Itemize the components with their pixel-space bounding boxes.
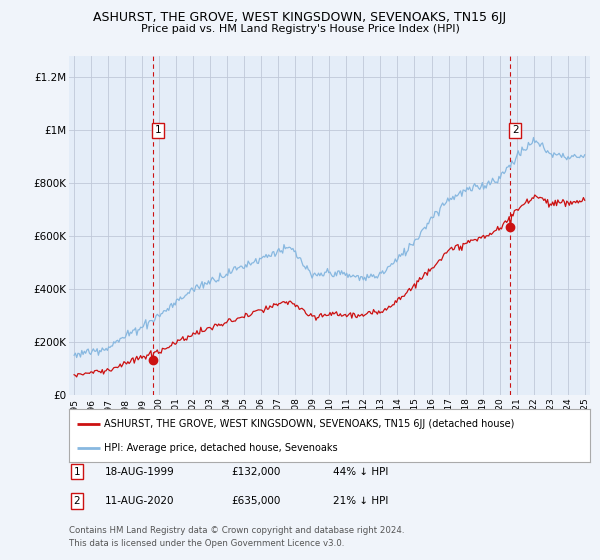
Text: 2: 2 (73, 496, 80, 506)
Text: 1: 1 (154, 125, 161, 135)
Text: 1: 1 (73, 466, 80, 477)
Text: Price paid vs. HM Land Registry's House Price Index (HPI): Price paid vs. HM Land Registry's House … (140, 24, 460, 34)
Text: 21% ↓ HPI: 21% ↓ HPI (333, 496, 388, 506)
Text: HPI: Average price, detached house, Sevenoaks: HPI: Average price, detached house, Seve… (104, 443, 338, 453)
Text: £132,000: £132,000 (231, 466, 280, 477)
Text: Contains HM Land Registry data © Crown copyright and database right 2024.: Contains HM Land Registry data © Crown c… (69, 526, 404, 535)
Text: 11-AUG-2020: 11-AUG-2020 (105, 496, 175, 506)
Text: 18-AUG-1999: 18-AUG-1999 (105, 466, 175, 477)
Text: ASHURST, THE GROVE, WEST KINGSDOWN, SEVENOAKS, TN15 6JJ (detached house): ASHURST, THE GROVE, WEST KINGSDOWN, SEVE… (104, 419, 515, 429)
Text: 44% ↓ HPI: 44% ↓ HPI (333, 466, 388, 477)
Text: 2: 2 (512, 125, 518, 135)
Text: ASHURST, THE GROVE, WEST KINGSDOWN, SEVENOAKS, TN15 6JJ: ASHURST, THE GROVE, WEST KINGSDOWN, SEVE… (94, 11, 506, 24)
Text: This data is licensed under the Open Government Licence v3.0.: This data is licensed under the Open Gov… (69, 539, 344, 548)
Text: £635,000: £635,000 (231, 496, 280, 506)
